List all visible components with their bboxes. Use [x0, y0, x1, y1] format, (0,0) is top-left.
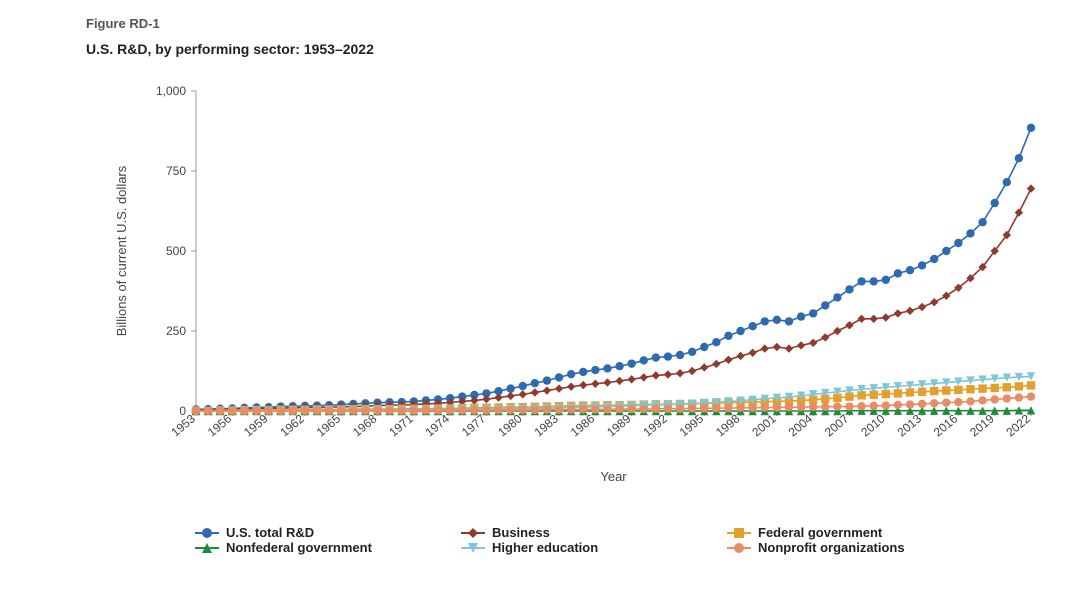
svg-text:2013: 2013 — [895, 411, 925, 439]
svg-text:1965: 1965 — [314, 411, 344, 439]
svg-text:Year: Year — [600, 469, 627, 484]
legend-item: Nonfederal government — [195, 540, 415, 555]
legend-item: U.S. total R&D — [195, 525, 415, 540]
svg-text:1968: 1968 — [350, 411, 380, 439]
svg-text:1959: 1959 — [241, 411, 271, 439]
series — [192, 184, 1035, 414]
legend-label: U.S. total R&D — [226, 525, 314, 540]
svg-text:750: 750 — [166, 164, 186, 178]
svg-text:2001: 2001 — [749, 411, 779, 439]
svg-text:500: 500 — [166, 244, 186, 258]
series — [192, 124, 1035, 414]
svg-text:2019: 2019 — [967, 411, 997, 439]
figure-number: Figure RD-1 — [86, 16, 1056, 31]
svg-text:2007: 2007 — [822, 411, 852, 439]
svg-text:1956: 1956 — [205, 411, 235, 439]
legend-label: Nonprofit organizations — [758, 540, 905, 555]
legend-item: Federal government — [727, 525, 947, 540]
svg-text:1983: 1983 — [532, 411, 562, 439]
svg-text:1971: 1971 — [386, 411, 416, 439]
svg-text:1992: 1992 — [640, 411, 670, 439]
svg-text:1,000: 1,000 — [156, 84, 186, 98]
svg-text:1998: 1998 — [713, 411, 743, 439]
svg-text:1953: 1953 — [168, 411, 198, 439]
legend-label: Higher education — [492, 540, 598, 555]
svg-text:1980: 1980 — [495, 411, 525, 439]
legend: U.S. total R&D Business Federal government… — [141, 525, 1001, 555]
legend-item: Nonprofit organizations — [727, 540, 947, 555]
legend-label: Business — [492, 525, 550, 540]
figure-title: U.S. R&D, by performing sector: 1953–202… — [86, 41, 1056, 57]
legend-label: Federal government — [758, 525, 882, 540]
svg-text:1989: 1989 — [604, 411, 634, 439]
legend-item: Higher education — [461, 540, 681, 555]
svg-text:Billions of current U.S. dolla: Billions of current U.S. dollars — [114, 165, 129, 336]
svg-text:1995: 1995 — [677, 411, 707, 439]
line-chart: 02505007501,0001953195619591962196519681… — [86, 61, 1046, 521]
svg-text:1986: 1986 — [568, 411, 598, 439]
svg-text:2010: 2010 — [858, 411, 888, 439]
svg-text:2016: 2016 — [931, 411, 961, 439]
svg-text:1974: 1974 — [423, 411, 453, 439]
legend-item: Business — [461, 525, 681, 540]
legend-label: Nonfederal government — [226, 540, 372, 555]
svg-text:2004: 2004 — [786, 411, 816, 439]
svg-text:250: 250 — [166, 324, 186, 338]
svg-text:1962: 1962 — [277, 411, 307, 439]
svg-text:2022: 2022 — [1003, 411, 1033, 439]
svg-text:1977: 1977 — [459, 411, 489, 439]
